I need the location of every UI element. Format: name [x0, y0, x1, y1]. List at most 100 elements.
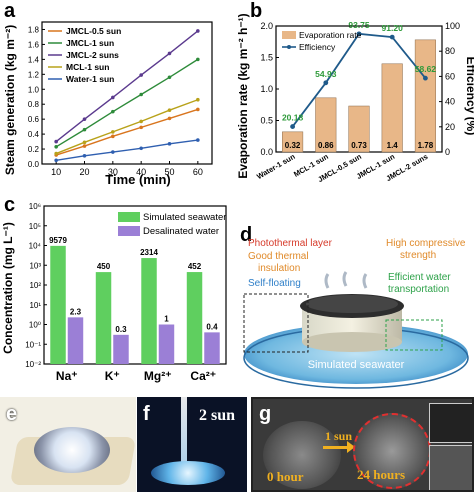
transport-box [385, 319, 443, 351]
x-tick-label: Na⁺ [56, 369, 78, 383]
bar-value-label: 1 [164, 315, 169, 324]
time-start-label: 0 hour [267, 469, 304, 484]
evaporator-sample [34, 427, 110, 473]
y-tick-label: 0.2 [28, 145, 40, 154]
legend-label: Water-1 sun [66, 74, 114, 84]
y-tick-label: 10⁻² [25, 360, 41, 369]
glowing-sample [151, 461, 225, 485]
photo-f: f 2 sun [137, 397, 247, 492]
legend-label: JMCL-1 sun [66, 38, 114, 48]
x-tick-label: 60 [193, 167, 203, 177]
bar [315, 97, 337, 153]
bar [282, 131, 304, 153]
insulation-box [243, 293, 309, 353]
y-tick-label: 1.2 [28, 70, 40, 79]
bar [95, 272, 112, 364]
series-line [55, 108, 199, 156]
time-end-label: 24 hours [357, 467, 406, 482]
data-point [54, 158, 58, 163]
inset-bottom [429, 445, 472, 490]
x-tick-label: 10 [51, 167, 61, 177]
y-tick-label: 0.0 [260, 147, 273, 157]
data-point [139, 146, 143, 151]
data-point [196, 97, 200, 102]
y-tick-label: 10⁰ [29, 321, 41, 330]
legend-swatch [118, 212, 140, 222]
data-point [54, 145, 58, 149]
sample-0h [263, 421, 341, 489]
label-photothermal: Photothermal layer [248, 238, 333, 249]
y-tick-label: 0.5 [260, 116, 273, 126]
y2-tick-label: 60 [445, 71, 455, 81]
diagram-d: Photothermal layer Good thermal insulati… [243, 238, 469, 389]
x-tick-label: 50 [164, 167, 174, 177]
bar-value-label: 2.3 [70, 307, 82, 316]
label-compressive-1: High compressive [386, 238, 466, 249]
data-point [196, 29, 200, 33]
bar [204, 332, 220, 364]
data-point [82, 153, 87, 158]
chart-b-ylabel: Evaporation rate (kg m⁻² h⁻¹) [236, 13, 250, 178]
y-tick-label: 10⁶ [29, 202, 41, 211]
legend-label: Efficiency [299, 42, 336, 52]
x-tick-label: Ca²⁺ [190, 369, 216, 383]
data-point [111, 109, 115, 114]
panel-label-c: c [4, 194, 16, 216]
efficiency-point [290, 124, 295, 129]
y2-tick-label: 40 [445, 97, 455, 107]
bar-value-label: 9579 [49, 236, 67, 245]
data-point [167, 51, 172, 56]
data-point [196, 57, 200, 62]
chart-b-y2label: Efficiency (%) [464, 57, 474, 136]
data-point [54, 151, 58, 156]
y-tick-label: 10³ [29, 261, 41, 270]
y-tick-label: 1.5 [260, 53, 273, 63]
legend-marker [287, 45, 291, 49]
y-tick-label: 0.0 [28, 160, 40, 169]
sample-24h [353, 413, 431, 489]
panel-label-f: f [143, 403, 150, 425]
bar [186, 272, 203, 364]
data-point [111, 150, 115, 154]
vapor-icon [324, 271, 368, 289]
y-tick-label: 1.6 [28, 40, 40, 49]
panel-label-d: d [240, 224, 253, 246]
panel-label-b: b [250, 0, 263, 22]
data-point [167, 108, 172, 112]
y2-tick-label: 20 [445, 122, 455, 132]
efficiency-point [323, 80, 329, 86]
data-point [82, 127, 87, 132]
data-point [111, 95, 115, 100]
photo-g: g 0 hour 1 sun 24 hours [251, 397, 474, 492]
x-tick-label: K⁺ [105, 369, 120, 383]
data-point [111, 134, 115, 139]
x-tick-label: 30 [108, 167, 118, 177]
bar [50, 245, 66, 364]
bar [113, 334, 129, 364]
legend-swatch [282, 31, 296, 39]
bar [414, 39, 436, 153]
panel-label-e: e [6, 403, 18, 425]
y-tick-label: 10¹ [29, 301, 41, 310]
bar-value-label: 0.4 [206, 322, 218, 331]
label-seawater: Simulated seawater [308, 359, 405, 371]
series-line [55, 99, 199, 155]
inset-top [429, 403, 472, 443]
panel-label-g: g [259, 403, 272, 425]
chart-a-ylabel: Steam generation (kg m⁻²) [3, 25, 17, 175]
y-tick-label: 1.0 [28, 85, 40, 94]
data-point [167, 142, 172, 146]
x-tick-label: 20 [79, 167, 89, 177]
photo-e: e [0, 397, 136, 492]
y-tick-label: 2.0 [260, 21, 273, 31]
efficiency-label: 91.20 [382, 23, 404, 33]
panel-label-a: a [4, 0, 16, 22]
bar-value-label: 452 [188, 262, 202, 271]
data-point [139, 92, 143, 97]
data-point [167, 75, 172, 80]
efficiency-point [389, 34, 395, 40]
y2-tick-label: 100 [445, 21, 460, 31]
bar [158, 324, 175, 364]
data-point [167, 116, 172, 121]
